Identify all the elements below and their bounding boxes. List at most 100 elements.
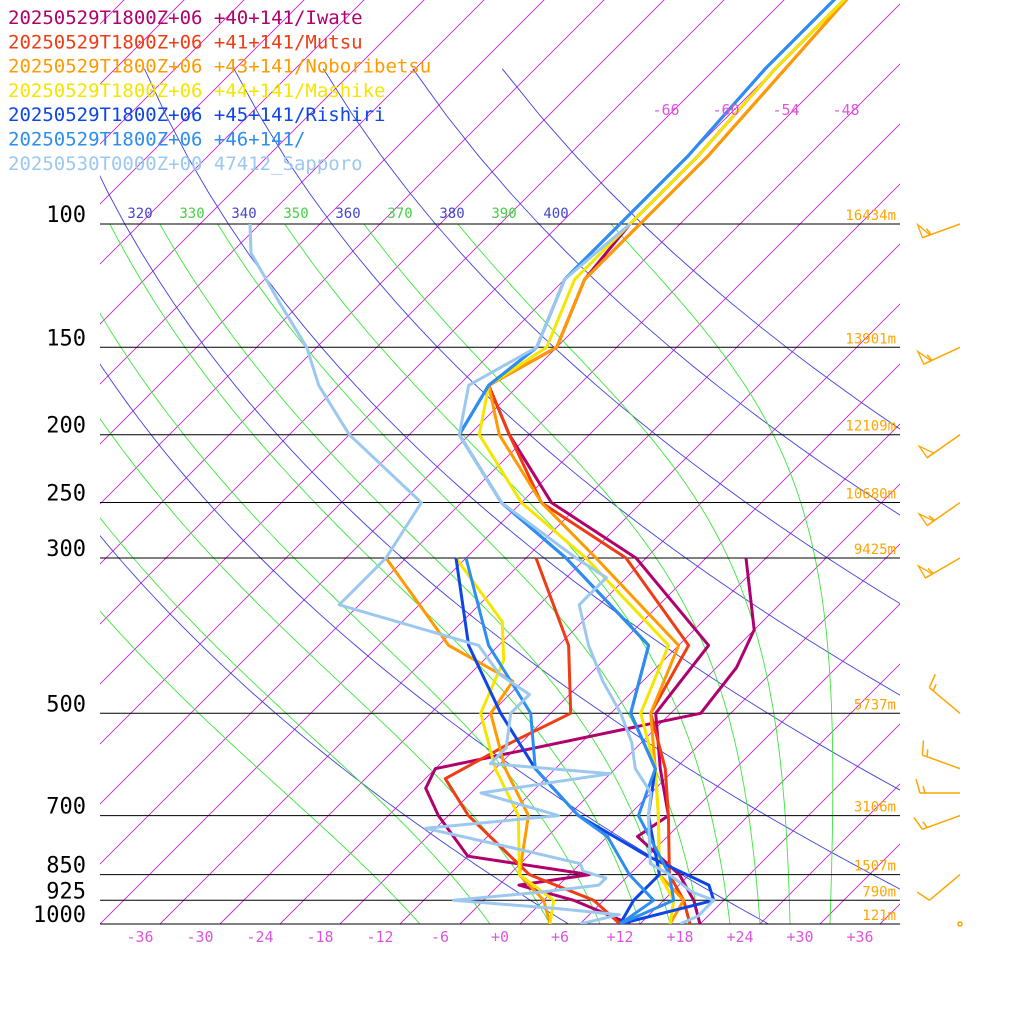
wind-barb: [921, 740, 961, 770]
barb-half-flag: [925, 228, 932, 236]
barb-half-flag: [922, 821, 928, 828]
isotherm-line: [699, 723, 900, 924]
isotherm-line: [100, 63, 900, 865]
barb-staff: [928, 874, 961, 901]
barb-staff: [922, 814, 961, 830]
dry-adiabat-label: 400: [543, 206, 568, 222]
pressure-label: 150: [46, 326, 86, 351]
isotherm-line: [100, 0, 845, 745]
upper-isotherm-label: -60: [712, 101, 739, 119]
x-tick-label: -30: [186, 928, 213, 946]
barb-half-flag: [926, 354, 933, 361]
height-label: 121m: [862, 908, 896, 924]
barb-half-flag: [927, 567, 934, 575]
dry-adiabat-label: 340: [231, 206, 256, 222]
dewpoint-line: [248, 223, 621, 924]
pressure-label: 700: [46, 795, 86, 820]
wind-barb: [913, 814, 961, 830]
wind-barb: [916, 346, 961, 366]
dry-adiabat-line: [322, 68, 900, 605]
wind-barb: [928, 673, 961, 714]
isotherm-line: [100, 0, 725, 625]
height-label: 790m: [862, 884, 896, 900]
dry-adiabat-line: [233, 68, 900, 696]
x-tick-label: +0: [491, 928, 509, 946]
isotherm-line: [100, 3, 900, 805]
x-tick-label: +30: [786, 928, 813, 946]
dry-adiabat-label: 380: [439, 206, 464, 222]
barb-pennant: [917, 444, 936, 459]
pressure-label: 200: [46, 414, 86, 439]
height-label: 13901m: [845, 331, 896, 347]
dry-adiabat-label: 320: [127, 206, 152, 222]
upper-isotherm-label: -48: [832, 101, 859, 119]
wind-barbs: [913, 222, 963, 927]
isotherm-line: [339, 363, 900, 924]
height-label: 16434m: [845, 208, 896, 224]
barb-flag: [916, 891, 930, 901]
dry-adiabat-label: 360: [335, 206, 360, 222]
barb-half-flag: [932, 683, 937, 692]
dry-adiabat-line: [100, 534, 570, 924]
axis-labels: 100 16434m 150 13901m 200 12109m 250 10680m 300 9…: [33, 101, 896, 946]
barb-half-flag: [922, 785, 926, 794]
series-group: [248, 222, 716, 924]
legend-entry: 20250529T1800Z+06 +44+141/Mashike: [8, 80, 386, 102]
isotherm-line: [519, 543, 900, 924]
pressure-label: 1000: [33, 903, 86, 928]
x-tick-label: +24: [726, 928, 753, 946]
upper-isotherm-label: -54: [772, 101, 799, 119]
x-tick-label: -36: [126, 928, 153, 946]
wind-barb: [916, 557, 961, 579]
pressure-label: 100: [46, 203, 86, 228]
moist-adiabat-label: 330: [179, 206, 204, 222]
barb-flag: [915, 778, 921, 794]
pressure-label: 300: [46, 537, 86, 562]
isotherm-line: [639, 663, 900, 924]
wind-barb: [917, 434, 961, 459]
dry-adiabat-line: [143, 68, 900, 791]
wind-barb: [957, 921, 963, 927]
legend-entry: 20250529T1800Z+06 +45+141/Rishiri: [8, 104, 386, 126]
dewpoint-line: [443, 557, 622, 924]
x-tick-label: -18: [306, 928, 333, 946]
barb-half-flag: [926, 749, 929, 757]
wind-barb: [916, 874, 961, 901]
x-tick-label: -6: [431, 928, 449, 946]
height-label: 12109m: [845, 419, 896, 435]
legend-entry: 20250529T1800Z+06 +40+141/Iwate: [8, 7, 363, 29]
isotherm-line: [219, 243, 900, 924]
barb-half-flag: [928, 515, 936, 521]
wind-barb: [917, 501, 961, 527]
barb-staff: [922, 754, 961, 770]
dry-adiabat-line: [100, 363, 770, 924]
dewpoint-line: [424, 557, 756, 924]
isotherm-line: [579, 603, 900, 924]
wind-barb: [916, 222, 961, 239]
legend-entry: 20250529T1800Z+06 +46+141/: [8, 129, 305, 151]
temperature-line: [477, 0, 847, 924]
isotherm-line: [100, 0, 665, 565]
height-label: 5737m: [854, 697, 896, 713]
pressure-label: 850: [46, 854, 86, 879]
legend: 20250529T1800Z+06 +40+141/Iwate20250529T…: [8, 7, 431, 175]
x-tick-label: -24: [246, 928, 273, 946]
sounding-series: [248, 0, 849, 924]
calm-marker: [957, 921, 963, 927]
moist-adiabat-label: 370: [387, 206, 412, 222]
isotherm-line: [159, 183, 900, 924]
x-tick-label: -12: [366, 928, 393, 946]
legend-entry: 20250529T1800Z+06 +41+141/Mutsu: [8, 31, 363, 53]
height-label: 1507m: [854, 859, 896, 875]
barb-pennant: [916, 349, 933, 366]
dry-adiabat-line: [412, 68, 900, 516]
height-label: 10680m: [845, 487, 896, 503]
barb-pennant: [916, 222, 932, 239]
barb-pennant: [916, 564, 934, 579]
barb-flag: [928, 673, 936, 688]
height-label: 9425m: [854, 542, 896, 558]
pressure-label: 250: [46, 482, 86, 507]
pressure-label: 500: [46, 692, 86, 717]
isotherm-line: [100, 0, 605, 505]
